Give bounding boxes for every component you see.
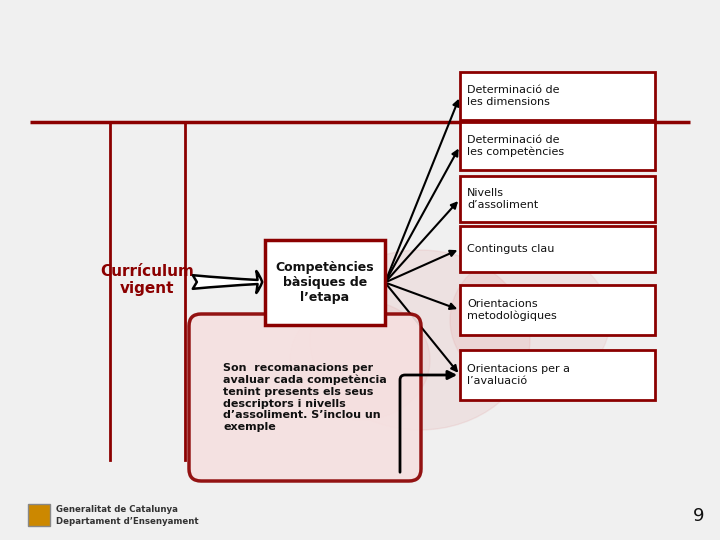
Text: Generalitat de Catalunya: Generalitat de Catalunya: [56, 505, 178, 515]
Text: 9: 9: [693, 507, 704, 525]
Text: Determinació de
les competències: Determinació de les competències: [467, 135, 564, 157]
Text: Orientacions per a
l’avaluació: Orientacions per a l’avaluació: [467, 364, 570, 386]
FancyBboxPatch shape: [460, 122, 655, 170]
FancyBboxPatch shape: [460, 350, 655, 400]
FancyBboxPatch shape: [460, 72, 655, 120]
FancyBboxPatch shape: [460, 176, 655, 222]
Ellipse shape: [450, 250, 610, 390]
FancyBboxPatch shape: [460, 226, 655, 272]
Ellipse shape: [310, 250, 530, 430]
Text: Determinació de
les dimensions: Determinació de les dimensions: [467, 85, 559, 107]
Text: Orientacions
metodològiques: Orientacions metodològiques: [467, 299, 557, 321]
Text: Competències
bàsiques de
l’etapa: Competències bàsiques de l’etapa: [276, 261, 374, 304]
Text: Nivells
d’assoliment: Nivells d’assoliment: [467, 188, 539, 210]
Text: Currículum
vigent: Currículum vigent: [100, 264, 194, 296]
FancyBboxPatch shape: [28, 504, 50, 526]
FancyBboxPatch shape: [460, 285, 655, 335]
Ellipse shape: [290, 300, 430, 420]
FancyBboxPatch shape: [189, 314, 421, 481]
Text: Departament d’Ensenyament: Departament d’Ensenyament: [56, 517, 199, 526]
Text: Son  recomanacions per
avaluar cada competència
tenint presents els seus
descrip: Son recomanacions per avaluar cada compe…: [223, 363, 387, 432]
FancyBboxPatch shape: [265, 240, 385, 325]
Text: Continguts clau: Continguts clau: [467, 244, 554, 254]
